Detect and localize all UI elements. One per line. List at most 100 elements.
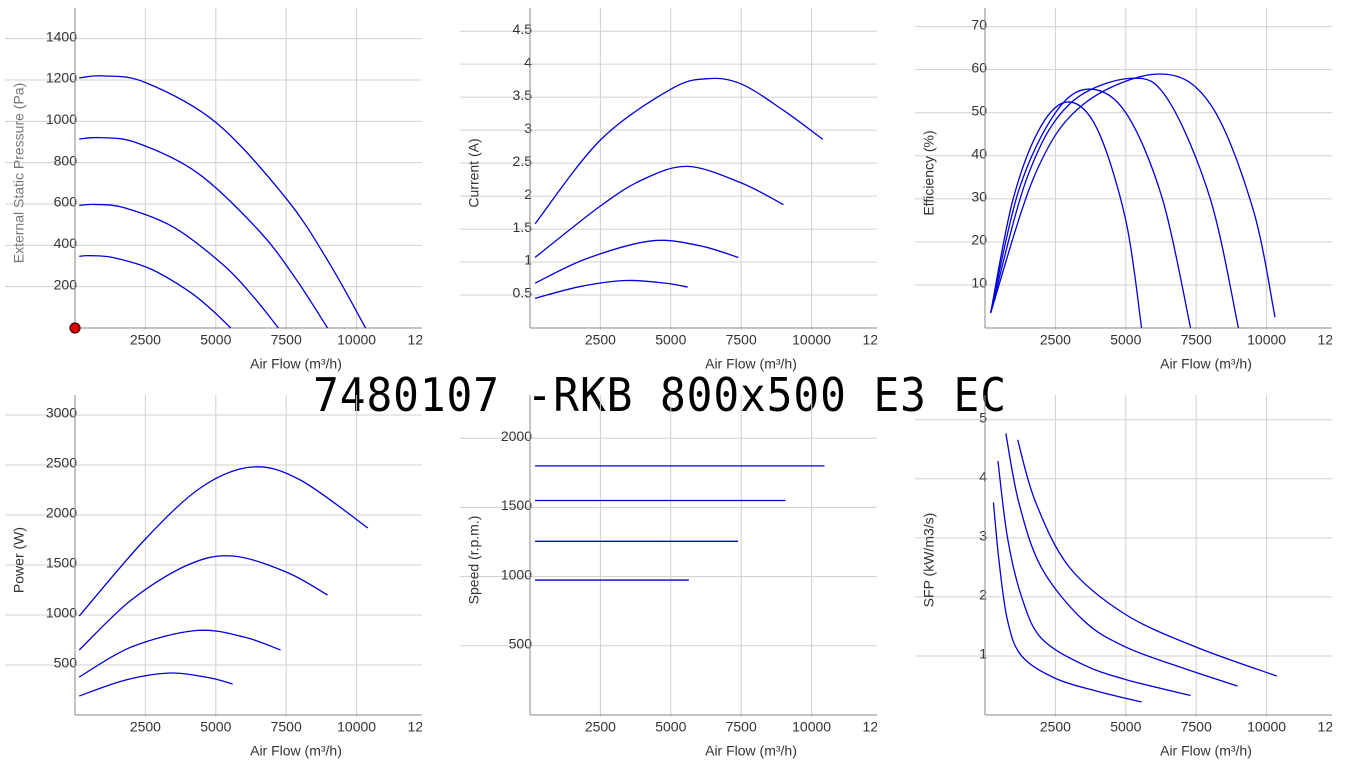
x-tick-label: 10000: [1247, 332, 1286, 348]
x-axis-label: Air Flow (m³/h): [250, 743, 342, 759]
y-tick-label: 20: [971, 232, 987, 248]
curve: [534, 165, 784, 258]
x-tick-label: 12500: [408, 332, 422, 348]
y-tick-label: 1200: [46, 70, 77, 86]
y-axis-label: Efficiency (%): [921, 130, 937, 215]
x-tick-label: 7500: [726, 719, 757, 735]
x-tick-label: 7500: [726, 332, 757, 348]
curve: [989, 88, 1192, 329]
x-tick-label: 5000: [655, 332, 686, 348]
curve: [992, 502, 1142, 703]
x-tick-label: 5000: [655, 719, 686, 735]
x-tick-label: 10000: [337, 332, 376, 348]
y-tick-label: 2: [524, 186, 532, 202]
x-tick-label: 7500: [271, 332, 302, 348]
y-axis-label: Power (W): [11, 527, 27, 593]
y-tick-label: 3: [979, 528, 987, 544]
x-tick-label: 5000: [1110, 332, 1141, 348]
x-tick-label: 12500: [863, 719, 877, 735]
y-tick-label: 2000: [501, 428, 532, 444]
x-tick-label: 2500: [130, 719, 161, 735]
y-tick-label: 1: [979, 646, 987, 662]
curve: [79, 203, 279, 329]
y-tick-label: 1: [524, 252, 532, 268]
y-tick-label: 5: [979, 409, 987, 425]
chart: 500 1000 1500 2000 2500 3000 2500 5000 7500 10000…: [5, 395, 422, 759]
y-tick-label: 3000: [46, 405, 77, 421]
x-tick-label: 5000: [200, 332, 231, 348]
y-tick-label: 4: [524, 54, 532, 70]
curve: [990, 73, 1276, 318]
y-tick-label: 40: [971, 145, 987, 161]
y-tick-label: 1.5: [513, 219, 533, 235]
y-tick-label: 1500: [46, 555, 77, 571]
x-axis-label: Air Flow (m³/h): [250, 356, 342, 372]
y-tick-label: 200: [54, 276, 78, 292]
curve: [1017, 439, 1277, 677]
curve: [78, 466, 369, 617]
chart: 10 20 30 40 50 60 70 2500 5000 7500 10000 12500 Air …: [915, 8, 1332, 372]
x-tick-label: 10000: [792, 719, 831, 735]
y-axis-label: Speed (r.p.m.): [466, 516, 482, 605]
x-axis-label: Air Flow (m³/h): [705, 743, 797, 759]
x-tick-label: 12500: [1318, 332, 1332, 348]
y-tick-label: 2000: [46, 505, 77, 521]
y-tick-label: 10: [971, 275, 987, 291]
x-tick-label: 12500: [1318, 719, 1332, 735]
y-tick-label: 1400: [46, 28, 77, 44]
y-tick-label: 70: [971, 16, 987, 32]
page-title: 7480107 -RKB 800x500 E3 EC: [313, 368, 1007, 422]
x-tick-label: 10000: [337, 719, 376, 735]
curve: [989, 101, 1143, 329]
x-tick-label: 7500: [271, 719, 302, 735]
curve: [997, 461, 1191, 697]
curve: [79, 672, 233, 697]
y-tick-label: 500: [509, 636, 533, 652]
curve: [79, 75, 367, 329]
y-tick-label: 2500: [46, 455, 77, 471]
curve: [79, 136, 329, 329]
x-tick-label: 10000: [1247, 719, 1286, 735]
x-axis-label: Air Flow (m³/h): [1160, 356, 1252, 372]
x-tick-label: 2500: [1040, 719, 1071, 735]
x-axis-label: Air Flow (m³/h): [1160, 743, 1252, 759]
curve: [78, 629, 281, 678]
curve: [79, 254, 232, 329]
curve: [1005, 433, 1238, 687]
y-tick-label: 3: [524, 120, 532, 136]
y-tick-label: 1500: [501, 497, 532, 513]
y-axis-label: Current (A): [466, 138, 482, 207]
curve: [990, 77, 1240, 329]
chart: 0.5 1 1.5 2 2.5 3 3.5 4 4.5 2500 5000 7500 10000 1250…: [460, 8, 877, 372]
operating-point: [69, 322, 81, 334]
x-tick-label: 2500: [1040, 332, 1071, 348]
y-axis-label: SFP (kW/m3/s): [921, 513, 937, 608]
y-tick-label: 2.5: [513, 153, 533, 169]
y-tick-label: 4: [979, 469, 987, 485]
y-tick-label: 50: [971, 102, 987, 118]
y-tick-label: 0.5: [513, 285, 533, 301]
y-tick-label: 60: [971, 59, 987, 75]
x-tick-label: 2500: [130, 332, 161, 348]
x-tick-label: 2500: [585, 719, 616, 735]
x-tick-label: 10000: [792, 332, 831, 348]
x-tick-label: 5000: [200, 719, 231, 735]
curve: [534, 279, 688, 299]
x-tick-label: 7500: [1181, 719, 1212, 735]
y-tick-label: 400: [54, 235, 78, 251]
chart: 500 1000 1500 2000 2500 5000 7500 10000 12500 Air…: [460, 395, 877, 759]
chart: 1 2 3 4 5 2500 5000 7500 10000 12500 Air Flow (m³/…: [915, 395, 1332, 759]
x-tick-label: 12500: [863, 332, 877, 348]
curve: [534, 77, 824, 225]
y-tick-label: 4.5: [513, 21, 533, 37]
y-tick-label: 3.5: [513, 87, 533, 103]
curve: [534, 239, 739, 284]
x-tick-label: 5000: [1110, 719, 1141, 735]
y-tick-label: 600: [54, 194, 78, 210]
curve: [78, 555, 328, 651]
x-tick-label: 2500: [585, 332, 616, 348]
y-tick-label: 1000: [46, 605, 77, 621]
y-tick-label: 2: [979, 587, 987, 603]
y-axis-label: External Static Pressure (Pa): [11, 83, 27, 264]
